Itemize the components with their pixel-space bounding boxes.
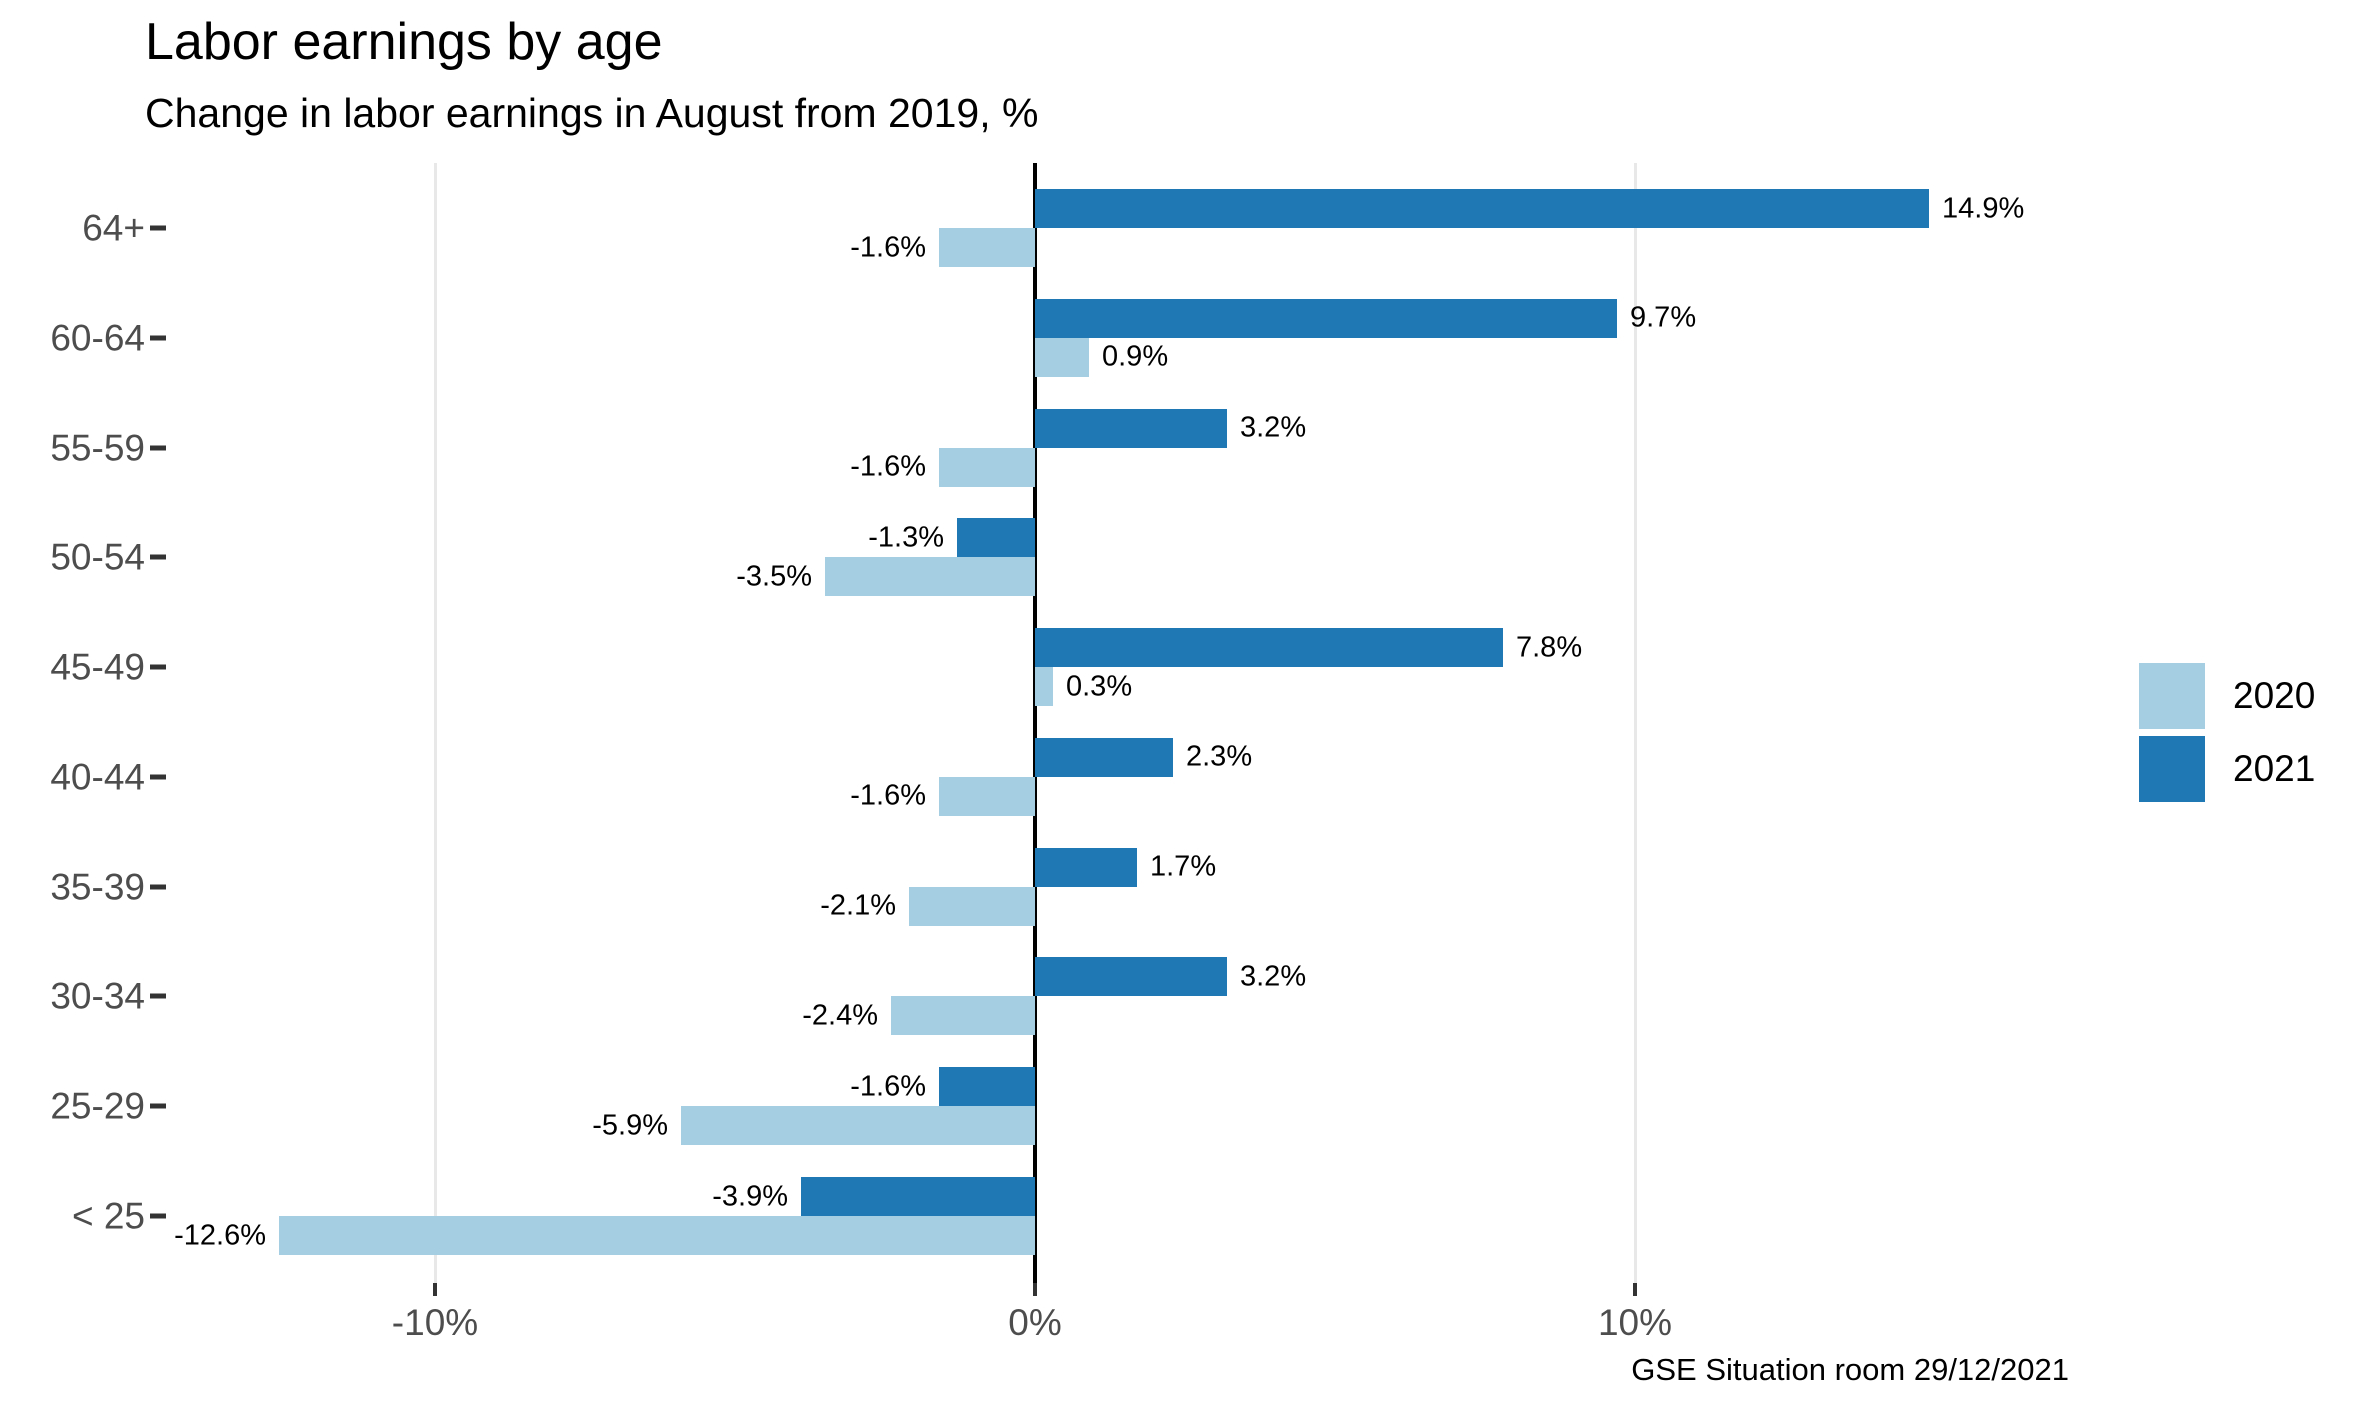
zero-axis-line — [1033, 163, 1037, 1283]
y-axis-label-0: 64+ — [82, 207, 145, 249]
legend-label-2021: 2021 — [2233, 748, 2316, 789]
y-axis-tick-4 — [150, 664, 166, 670]
bar-label-2020-60-64: 0.9% — [1102, 340, 1169, 373]
bar-2020-40-44 — [939, 776, 1035, 816]
bar-label-2020-35-39: -2.1% — [820, 889, 896, 922]
bar-2021-64+ — [1035, 189, 1929, 228]
legend-swatch-2021-icon — [2139, 736, 2205, 802]
bar-2021-30-34 — [1035, 957, 1227, 997]
chart-title: Labor earnings by age — [145, 13, 663, 71]
legend-item-2020: 2020 — [2139, 663, 2315, 729]
bar-label-2021-30-34: 3.2% — [1240, 960, 1307, 993]
y-axis-label-5: 40-44 — [50, 756, 145, 798]
y-axis-label-7: 30-34 — [50, 975, 145, 1017]
y-axis-tick-2 — [150, 445, 166, 451]
y-axis-tick-7 — [150, 993, 166, 999]
bar-2020-45-49 — [1035, 667, 1053, 707]
bar-label-2020-45-49: 0.3% — [1066, 670, 1133, 703]
x-axis-tick-10 — [1633, 1283, 1637, 1296]
y-axis-tick-9 — [150, 1213, 166, 1219]
y-axis-label-4: 45-49 — [50, 646, 145, 688]
bar-2020-< 25 — [279, 1216, 1035, 1256]
y-axis-tick-5 — [150, 774, 166, 780]
bar-label-2021-25-29: -1.6% — [850, 1070, 926, 1103]
bar-label-2021-45-49: 7.8% — [1516, 631, 1583, 664]
bar-label-2021-< 25: -3.9% — [712, 1180, 788, 1213]
y-axis-tick-8 — [150, 1103, 166, 1109]
bar-label-2021-35-39: 1.7% — [1150, 850, 1217, 883]
bar-label-2021-40-44: 2.3% — [1186, 740, 1253, 773]
chart-subtitle: Change in labor earnings in August from … — [145, 90, 1039, 136]
gridline--10 — [433, 163, 437, 1283]
bar-label-2020-50-54: -3.5% — [736, 560, 812, 593]
bar-label-2020-< 25: -12.6% — [174, 1219, 266, 1252]
bar-2021-50-54 — [957, 518, 1035, 558]
bar-2021-35-39 — [1035, 847, 1137, 887]
bar-label-2020-64+: -1.6% — [850, 231, 926, 263]
bar-label-2021-64+: 14.9% — [1942, 192, 2025, 224]
bar-2021-40-44 — [1035, 737, 1173, 777]
x-axis-tick-0 — [1033, 1283, 1037, 1296]
bar-label-2021-55-59: 3.2% — [1240, 411, 1307, 444]
bar-2020-50-54 — [825, 557, 1035, 597]
y-axis-label-2: 55-59 — [50, 427, 145, 469]
y-axis-tick-3 — [150, 554, 166, 560]
bar-label-2020-55-59: -1.6% — [850, 450, 926, 483]
bar-2020-55-59 — [939, 447, 1035, 487]
bar-2021-< 25 — [801, 1177, 1035, 1217]
legend-swatch-2020-icon — [2139, 663, 2205, 729]
x-axis-label--10: -10% — [391, 1302, 479, 1343]
y-axis-label-1: 60-64 — [50, 317, 145, 359]
bar-2020-30-34 — [891, 996, 1035, 1036]
bar-label-2021-50-54: -1.3% — [868, 521, 944, 554]
bar-label-2020-30-34: -2.4% — [802, 999, 878, 1032]
gridline-10 — [1633, 163, 1637, 1283]
bar-2020-64+ — [939, 228, 1035, 267]
bar-2020-60-64 — [1035, 337, 1089, 377]
y-axis-tick-6 — [150, 884, 166, 890]
x-axis-tick--10 — [433, 1283, 437, 1296]
bar-label-2020-25-29: -5.9% — [592, 1109, 668, 1142]
y-axis-tick-1 — [150, 335, 166, 341]
bar-label-2021-60-64: 9.7% — [1630, 301, 1697, 334]
y-axis-label-3: 50-54 — [50, 536, 145, 578]
y-axis-label-9: < 25 — [71, 1195, 145, 1237]
y-axis-label-8: 25-29 — [50, 1085, 145, 1127]
bar-2020-35-39 — [909, 886, 1035, 926]
bar-2021-55-59 — [1035, 408, 1227, 448]
bar-label-2020-40-44: -1.6% — [850, 779, 926, 812]
legend-item-2021: 2021 — [2139, 736, 2315, 802]
x-axis-label-10: 10% — [1597, 1302, 1673, 1343]
y-axis-label-6: 35-39 — [50, 866, 145, 908]
y-axis-tick-0 — [150, 225, 166, 231]
x-axis-label-0: 0% — [1008, 1302, 1062, 1343]
legend: 2020 2021 — [2139, 663, 2315, 809]
legend-label-2020: 2020 — [2233, 675, 2316, 716]
bar-2021-25-29 — [939, 1067, 1035, 1107]
bar-2021-45-49 — [1035, 628, 1503, 668]
chart-caption: GSE Situation room 29/12/2021 — [1631, 1352, 2069, 1387]
bar-2020-25-29 — [681, 1106, 1035, 1146]
bar-2021-60-64 — [1035, 298, 1617, 338]
